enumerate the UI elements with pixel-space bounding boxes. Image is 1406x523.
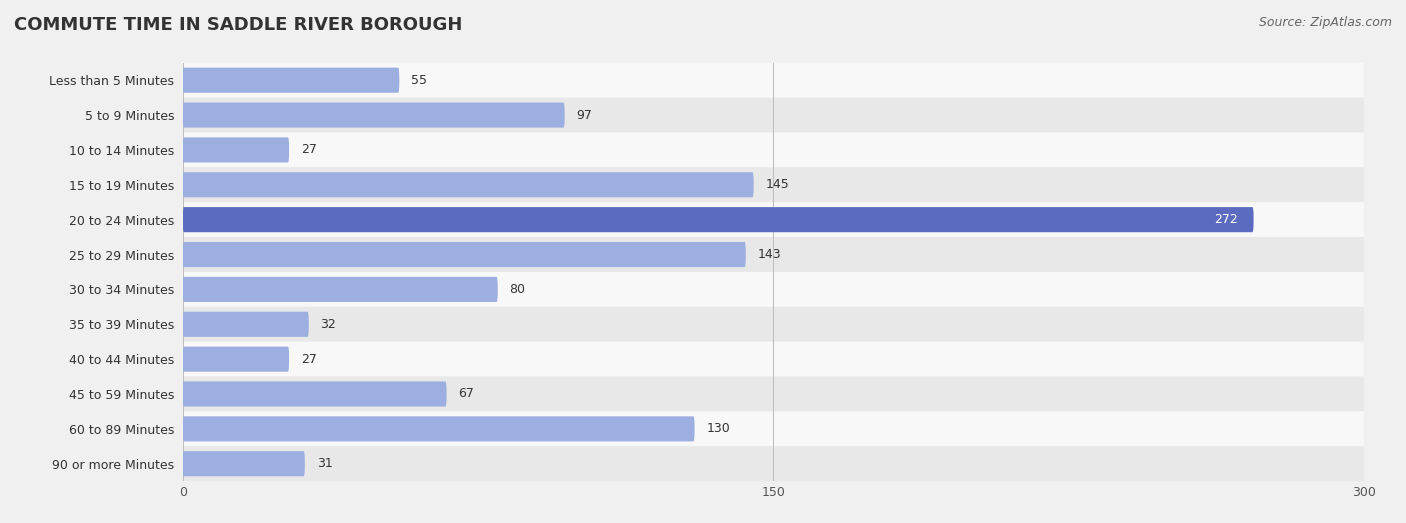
FancyBboxPatch shape: [183, 132, 1364, 167]
FancyBboxPatch shape: [183, 67, 399, 93]
Text: 97: 97: [576, 109, 592, 121]
FancyBboxPatch shape: [183, 416, 695, 441]
FancyBboxPatch shape: [183, 237, 1364, 272]
FancyBboxPatch shape: [183, 277, 498, 302]
FancyBboxPatch shape: [183, 98, 1364, 132]
Text: 55: 55: [411, 74, 427, 87]
Text: 80: 80: [509, 283, 526, 296]
FancyBboxPatch shape: [183, 207, 1254, 232]
FancyBboxPatch shape: [183, 138, 290, 163]
FancyBboxPatch shape: [183, 342, 1364, 377]
Text: 67: 67: [458, 388, 474, 401]
FancyBboxPatch shape: [183, 347, 290, 372]
FancyBboxPatch shape: [183, 307, 1364, 342]
FancyBboxPatch shape: [183, 272, 1364, 307]
Text: 272: 272: [1215, 213, 1237, 226]
Text: 32: 32: [321, 318, 336, 331]
FancyBboxPatch shape: [183, 202, 1364, 237]
Text: 27: 27: [301, 143, 316, 156]
Text: 31: 31: [316, 457, 332, 470]
FancyBboxPatch shape: [183, 312, 309, 337]
Text: 130: 130: [706, 423, 730, 435]
FancyBboxPatch shape: [183, 103, 565, 128]
FancyBboxPatch shape: [183, 451, 305, 476]
FancyBboxPatch shape: [183, 446, 1364, 481]
FancyBboxPatch shape: [183, 381, 447, 406]
FancyBboxPatch shape: [183, 167, 1364, 202]
FancyBboxPatch shape: [183, 63, 1364, 98]
Text: 145: 145: [765, 178, 789, 191]
FancyBboxPatch shape: [183, 242, 745, 267]
FancyBboxPatch shape: [183, 172, 754, 197]
FancyBboxPatch shape: [183, 412, 1364, 446]
FancyBboxPatch shape: [183, 377, 1364, 412]
Text: COMMUTE TIME IN SADDLE RIVER BOROUGH: COMMUTE TIME IN SADDLE RIVER BOROUGH: [14, 16, 463, 33]
Text: Source: ZipAtlas.com: Source: ZipAtlas.com: [1258, 16, 1392, 29]
Text: 27: 27: [301, 353, 316, 366]
Text: 143: 143: [758, 248, 782, 261]
